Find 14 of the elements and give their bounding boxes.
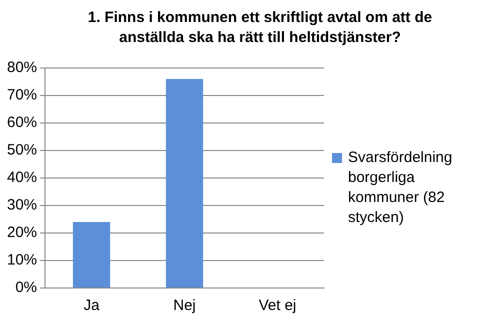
x-tick-label: Vet ej: [258, 297, 296, 314]
y-tick-label: 10%: [6, 252, 38, 269]
legend-label: Svarsfördelning borgerliga kommuner (82 stycken): [348, 148, 454, 228]
y-tick-label: 70%: [6, 86, 38, 104]
y-tick-label: 50%: [6, 142, 38, 159]
y-tick-label: 0%: [15, 279, 38, 296]
y-tick-label: 30%: [6, 196, 38, 214]
x-tick-label: Ja: [84, 297, 100, 314]
y-tick-label: 60%: [6, 114, 38, 132]
x-tick-label: Nej: [173, 297, 196, 314]
y-tick-label: 80%: [6, 59, 38, 76]
chart-title: 1. Finns i kommunen ett skriftligt avtal om att de anställda ska ha rätt till heltidstjänster?: [86, 8, 434, 48]
y-tick-label: 20%: [6, 224, 38, 242]
y-tick-label: 40%: [6, 169, 38, 186]
